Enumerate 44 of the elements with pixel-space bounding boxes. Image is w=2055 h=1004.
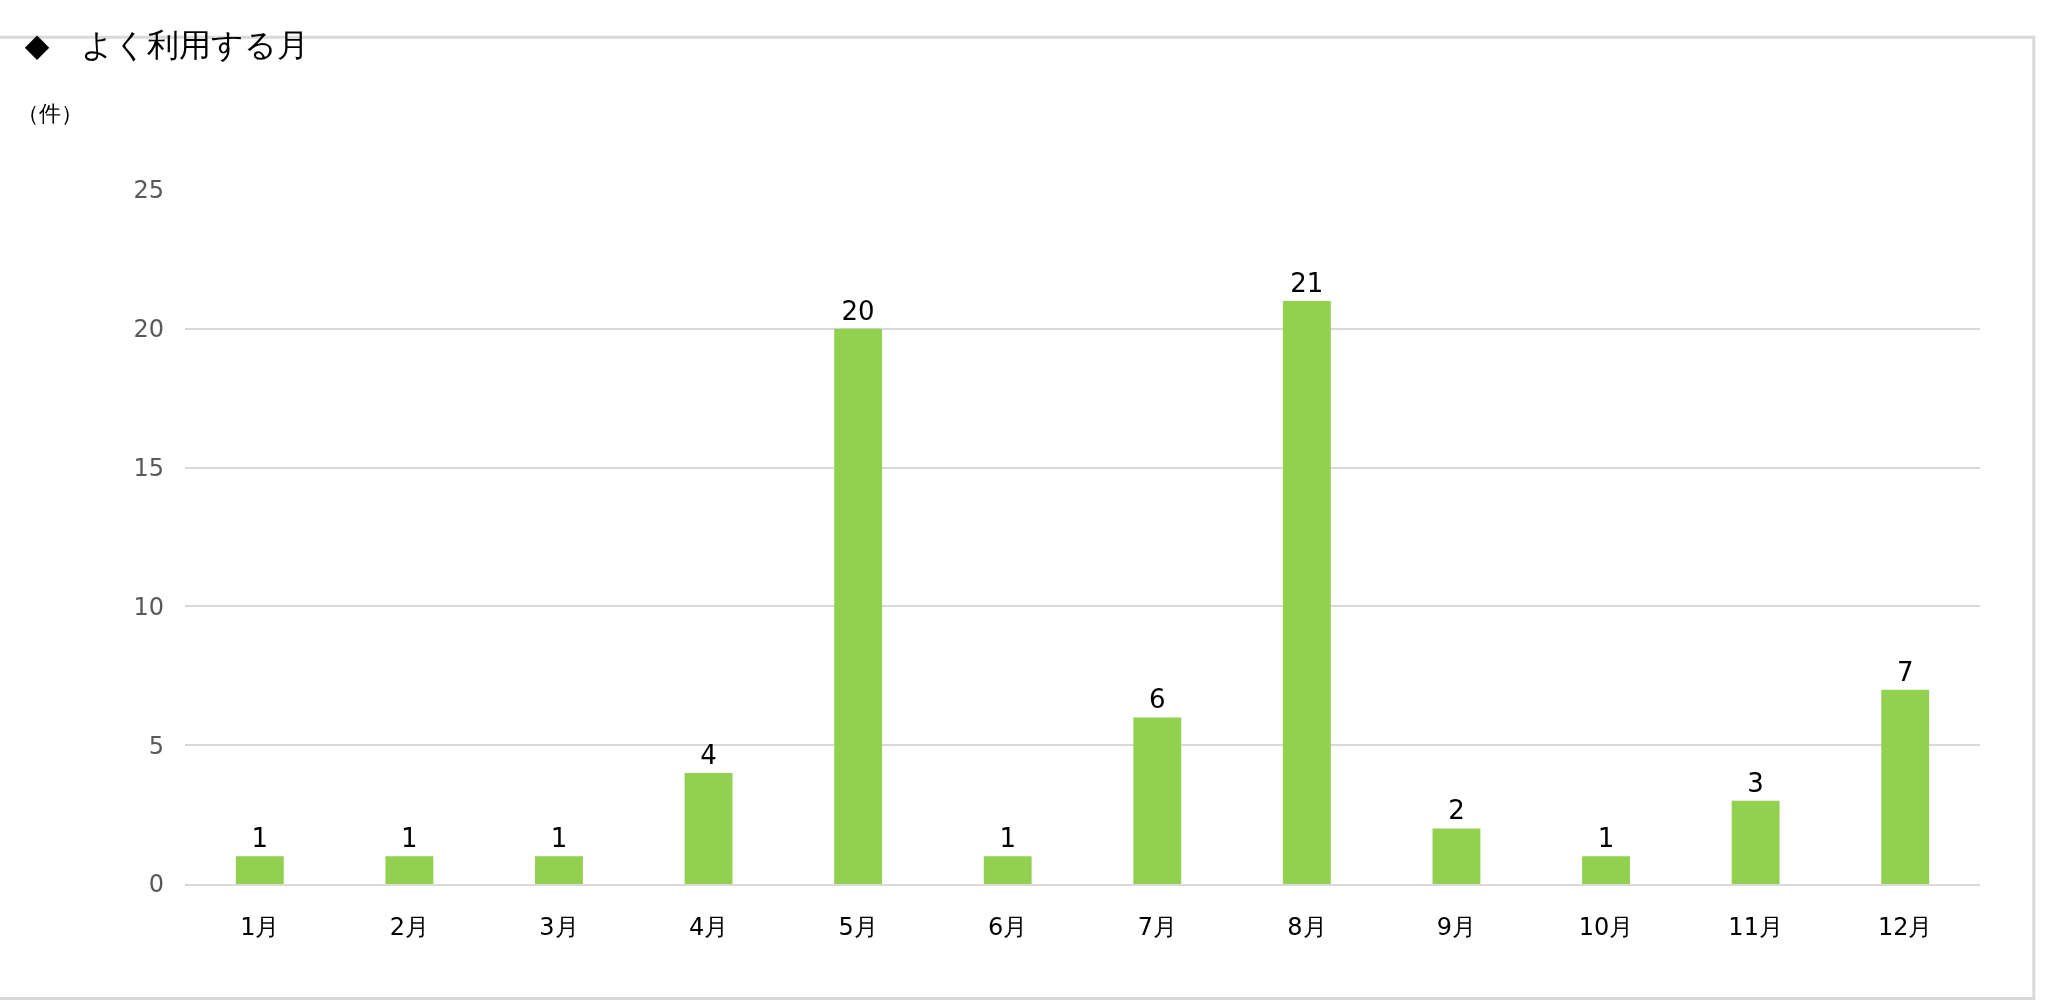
- x-tick-label: 3月: [539, 912, 579, 941]
- y-tick-label: 10: [133, 592, 164, 621]
- data-label: 1: [251, 823, 269, 854]
- x-tick-label: 11月: [1728, 912, 1783, 941]
- y-tick-label: 0: [148, 870, 164, 899]
- data-label: 20: [841, 295, 875, 326]
- data-label: 1: [999, 823, 1016, 854]
- x-tick-label: 2月: [389, 912, 430, 941]
- data-label: 1: [1597, 823, 1615, 854]
- y-tick-label: 15: [133, 454, 164, 482]
- x-tick-label: 5月: [838, 912, 878, 941]
- bar: [535, 856, 583, 884]
- x-tick-label: 1月: [240, 912, 280, 941]
- bar: [1133, 717, 1182, 884]
- y-tick-label: 5: [148, 731, 164, 760]
- x-tick-label: 12月: [1877, 912, 1933, 941]
- bar: [1282, 301, 1331, 884]
- data-label: 7: [1896, 656, 1914, 687]
- x-tick-label: 7月: [1137, 912, 1177, 941]
- bar: [1731, 800, 1780, 884]
- bar: [1432, 828, 1481, 884]
- data-label: 21: [1290, 268, 1324, 299]
- data-label: 6: [1149, 684, 1166, 715]
- bar: [385, 856, 434, 884]
- x-tick-label: 9月: [1436, 912, 1477, 941]
- bar: [1881, 689, 1930, 884]
- y-axis-title: （件）: [17, 101, 83, 126]
- data-label: 3: [1747, 767, 1764, 798]
- x-tick-label: 6月: [988, 912, 1028, 941]
- bar: [834, 328, 883, 884]
- data-label: 2: [1448, 795, 1465, 826]
- bar: [1582, 856, 1630, 884]
- data-label: 4: [700, 739, 717, 770]
- y-tick-label: 25: [133, 176, 164, 205]
- data-label: 1: [550, 823, 568, 854]
- x-tick-label: 4月: [688, 912, 729, 941]
- bar: [235, 856, 284, 884]
- x-tick-label: 10月: [1578, 912, 1634, 941]
- chart-title: ◆ よく利用する月: [24, 26, 310, 65]
- bar: [983, 856, 1032, 884]
- y-tick-label: 20: [133, 315, 164, 344]
- data-label: 1: [401, 823, 418, 854]
- bar: [684, 772, 733, 884]
- x-tick-label: 8月: [1287, 912, 1327, 941]
